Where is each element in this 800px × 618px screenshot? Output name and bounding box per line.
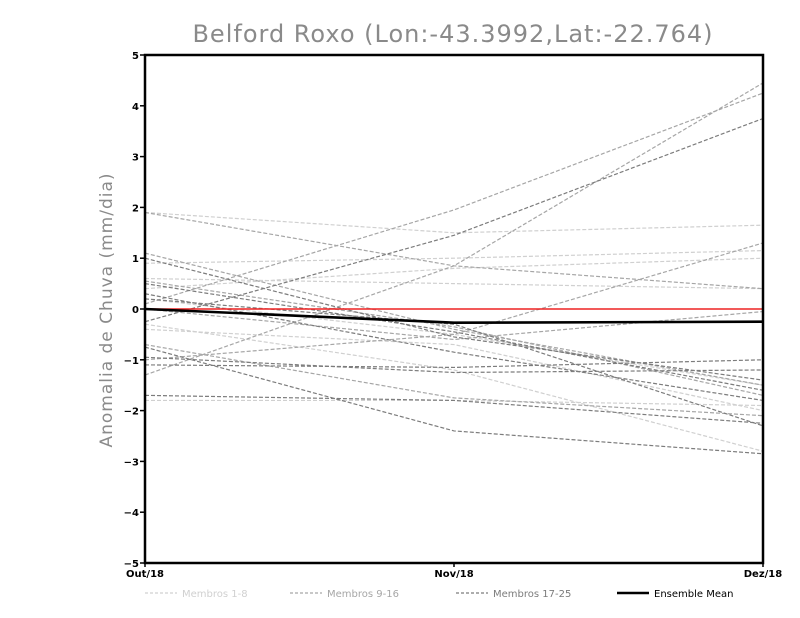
series-line-member-4: [144, 257, 764, 290]
series-line-member-20: [144, 394, 764, 424]
y-tick-label: 4: [132, 102, 139, 113]
legend-label: Membros 9-16: [327, 589, 399, 600]
series-line-member-15: [144, 280, 764, 396]
series-line-member-24: [144, 356, 764, 374]
series-line-member-19: [144, 359, 764, 369]
series-line-member-3: [144, 277, 764, 290]
chart-title: Belford Roxo (Lon:-43.3992,Lat:-22.764): [192, 20, 713, 48]
series-line-member-12: [144, 343, 764, 417]
series-line-member-10: [144, 92, 764, 305]
series-line-ensemble-mean: [144, 307, 764, 325]
legend-label: Membros 1-8: [182, 589, 248, 600]
series-line-member-2: [144, 249, 764, 264]
y-axis-label: Anomalia de Chuva (mm/dia): [97, 172, 117, 447]
series-line-member-17: [144, 117, 764, 323]
series-line-member-7: [144, 298, 764, 386]
x-tick-label: Out/18: [126, 569, 164, 580]
y-tick-label: −5: [124, 559, 139, 570]
legend-label: Ensemble Mean: [654, 589, 733, 600]
series-line-member-22: [144, 257, 764, 381]
series-line-member-18: [144, 346, 764, 455]
series-line-member-8: [144, 328, 764, 412]
series-line-member-1: [144, 211, 764, 234]
y-tick-label: 2: [132, 203, 139, 214]
series-line-member-14: [144, 82, 764, 376]
x-tick-label: Nov/18: [434, 569, 473, 580]
x-tick-label: Dez/18: [744, 569, 783, 580]
legend: Membros 1-8 Membros 9-16 Membros 17-25 Ense…: [145, 589, 733, 600]
y-tick-label: −3: [124, 457, 139, 468]
y-tick-label: −1: [124, 356, 139, 367]
series-line-member-25: [144, 298, 764, 427]
legend-label: Membros 17-25: [493, 589, 571, 600]
series-line-member-13: [144, 252, 764, 386]
axes-layer: −5 −4 −3 −2 −1 0 1 2 3 4 5 Out/18 Nov/18 Dez/18: [124, 51, 783, 580]
y-tick-label: 3: [132, 153, 139, 164]
y-tick-label: 5: [132, 51, 139, 62]
series-line-member-9: [144, 211, 764, 290]
y-tick-label: 1: [132, 254, 139, 265]
series-line-member-5: [144, 323, 764, 452]
y-tick-label: −2: [124, 407, 139, 418]
series-line-member-23: [144, 283, 764, 391]
y-tick-label: 0: [132, 305, 139, 316]
series-line-member-11: [144, 242, 764, 361]
y-tick-label: −4: [124, 508, 139, 519]
series-line-member-6: [145, 399, 764, 407]
series-layer: [144, 82, 764, 455]
